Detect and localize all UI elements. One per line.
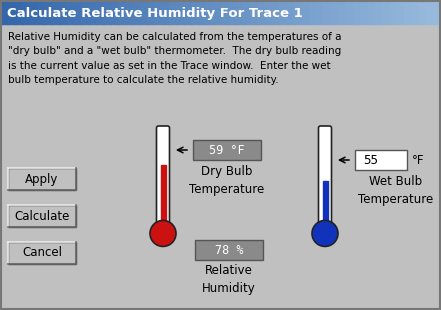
Bar [184, 1, 192, 24]
Bar [74, 1, 82, 24]
Bar [125, 1, 133, 24]
Bar [198, 1, 207, 24]
Bar [375, 1, 383, 24]
Bar [154, 1, 163, 24]
Text: Calculate Relative Humidity For Trace 1: Calculate Relative Humidity For Trace 1 [7, 7, 303, 20]
Bar [213, 1, 221, 24]
Bar [257, 1, 265, 24]
Bar [30, 1, 38, 24]
Bar [0, 1, 8, 24]
Bar [345, 1, 354, 24]
Bar [52, 1, 60, 24]
Bar [96, 1, 104, 24]
Bar [8, 242, 76, 264]
Text: 78 %: 78 % [215, 243, 243, 256]
Bar [419, 1, 427, 24]
Bar [22, 1, 30, 24]
Text: °F: °F [412, 153, 425, 166]
Text: Wet Bulb
Temperature: Wet Bulb Temperature [359, 175, 434, 206]
Bar [279, 1, 288, 24]
Bar [162, 1, 170, 24]
Bar [322, 181, 328, 228]
Bar [355, 150, 407, 170]
Text: 55: 55 [363, 153, 378, 166]
Bar [272, 1, 280, 24]
Bar [195, 240, 263, 260]
Text: Relative
Humidity: Relative Humidity [202, 264, 256, 295]
Bar [301, 1, 310, 24]
Bar [404, 1, 413, 24]
Circle shape [312, 220, 338, 246]
Text: Apply: Apply [25, 172, 59, 185]
Bar [161, 165, 165, 228]
Bar [140, 1, 148, 24]
Text: Relative Humidity can be calculated from the temperatures of a
"dry bulb" and a : Relative Humidity can be calculated from… [8, 32, 341, 85]
Bar [360, 1, 369, 24]
Bar [243, 1, 251, 24]
Text: 59 °F: 59 °F [209, 144, 245, 157]
Bar [397, 1, 405, 24]
Bar [426, 1, 435, 24]
Bar [88, 1, 97, 24]
FancyBboxPatch shape [318, 126, 332, 227]
Bar [294, 1, 303, 24]
Bar [176, 1, 185, 24]
FancyBboxPatch shape [157, 126, 169, 227]
Bar [8, 168, 76, 190]
Bar [309, 1, 317, 24]
Bar [191, 1, 199, 24]
Bar [235, 1, 243, 24]
Bar [147, 1, 155, 24]
Bar [8, 205, 76, 227]
Text: Cancel: Cancel [22, 246, 62, 259]
Bar [103, 1, 111, 24]
Bar [169, 1, 177, 24]
Bar [66, 1, 75, 24]
Bar [338, 1, 347, 24]
Bar [353, 1, 361, 24]
Bar [434, 1, 441, 24]
Bar [250, 1, 258, 24]
Text: Calculate: Calculate [14, 210, 70, 223]
Bar [265, 1, 273, 24]
Bar [193, 140, 261, 160]
Bar [118, 1, 126, 24]
Bar [15, 1, 23, 24]
Bar [7, 1, 16, 24]
Bar [382, 1, 391, 24]
Bar [389, 1, 398, 24]
Bar [323, 1, 332, 24]
Bar [316, 1, 325, 24]
Bar [411, 1, 420, 24]
Bar [331, 1, 339, 24]
Bar [287, 1, 295, 24]
Bar [37, 1, 45, 24]
Bar [220, 1, 229, 24]
Bar [367, 1, 376, 24]
Text: Dry Bulb
Temperature: Dry Bulb Temperature [189, 165, 265, 196]
Bar [59, 1, 67, 24]
Bar [132, 1, 141, 24]
Bar [206, 1, 214, 24]
Bar [110, 1, 119, 24]
Bar [228, 1, 236, 24]
Bar [81, 1, 89, 24]
Circle shape [150, 220, 176, 246]
Bar [44, 1, 52, 24]
